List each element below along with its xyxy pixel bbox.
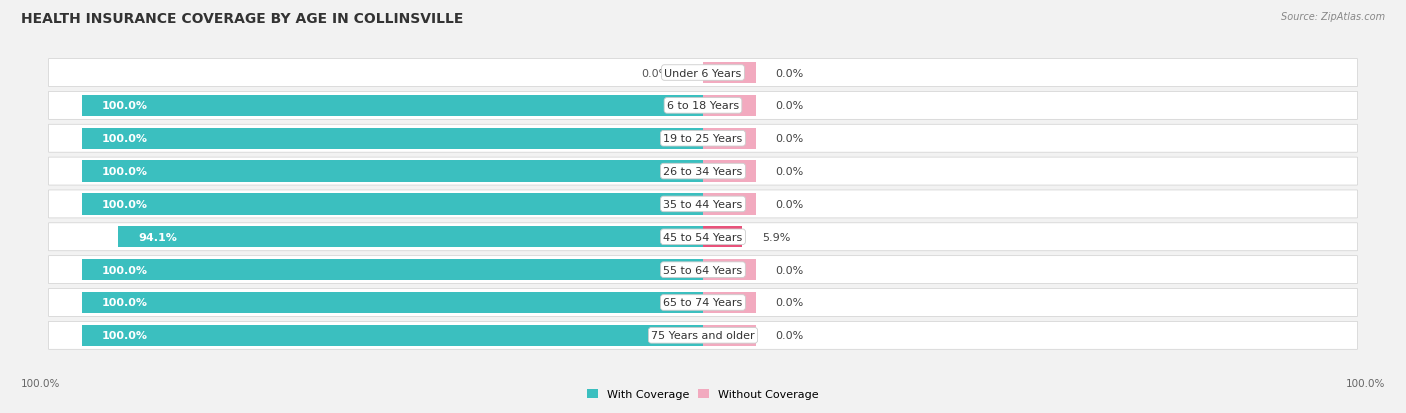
- Text: 100.0%: 100.0%: [101, 199, 148, 209]
- Bar: [703, 292, 756, 313]
- Text: 35 to 44 Years: 35 to 44 Years: [664, 199, 742, 209]
- Text: Under 6 Years: Under 6 Years: [665, 69, 741, 78]
- FancyBboxPatch shape: [49, 289, 1357, 317]
- Text: 26 to 34 Years: 26 to 34 Years: [664, 167, 742, 177]
- Text: 65 to 74 Years: 65 to 74 Years: [664, 298, 742, 308]
- FancyBboxPatch shape: [49, 190, 1357, 218]
- Bar: [703, 325, 756, 346]
- Text: 45 to 54 Years: 45 to 54 Years: [664, 232, 742, 242]
- Text: 100.0%: 100.0%: [101, 134, 148, 144]
- Bar: [82, 292, 703, 313]
- FancyBboxPatch shape: [49, 223, 1357, 251]
- Bar: [82, 128, 703, 150]
- Bar: [82, 161, 703, 182]
- FancyBboxPatch shape: [49, 322, 1357, 349]
- Text: 100.0%: 100.0%: [101, 330, 148, 340]
- Bar: [82, 259, 703, 280]
- Text: HEALTH INSURANCE COVERAGE BY AGE IN COLLINSVILLE: HEALTH INSURANCE COVERAGE BY AGE IN COLL…: [21, 12, 464, 26]
- Text: 75 Years and older: 75 Years and older: [651, 330, 755, 340]
- Text: 100.0%: 100.0%: [101, 101, 148, 111]
- Legend: With Coverage, Without Coverage: With Coverage, Without Coverage: [582, 385, 824, 404]
- Bar: [703, 227, 742, 248]
- FancyBboxPatch shape: [49, 158, 1357, 185]
- FancyBboxPatch shape: [49, 256, 1357, 284]
- Bar: [703, 161, 756, 182]
- Text: 0.0%: 0.0%: [776, 167, 804, 177]
- Text: 0.0%: 0.0%: [776, 199, 804, 209]
- Text: 100.0%: 100.0%: [101, 167, 148, 177]
- Bar: [703, 95, 756, 117]
- Text: 100.0%: 100.0%: [101, 298, 148, 308]
- Text: 19 to 25 Years: 19 to 25 Years: [664, 134, 742, 144]
- FancyBboxPatch shape: [49, 92, 1357, 120]
- Text: 55 to 64 Years: 55 to 64 Years: [664, 265, 742, 275]
- Bar: [118, 227, 703, 248]
- FancyBboxPatch shape: [49, 59, 1357, 87]
- Bar: [703, 63, 756, 84]
- Bar: [82, 194, 703, 215]
- Text: 94.1%: 94.1%: [138, 232, 177, 242]
- Bar: [703, 128, 756, 150]
- Text: 100.0%: 100.0%: [101, 265, 148, 275]
- FancyBboxPatch shape: [49, 125, 1357, 153]
- Bar: [703, 194, 756, 215]
- Text: 0.0%: 0.0%: [776, 101, 804, 111]
- Bar: [82, 325, 703, 346]
- Text: 5.9%: 5.9%: [762, 232, 790, 242]
- Text: 0.0%: 0.0%: [776, 330, 804, 340]
- Text: 0.0%: 0.0%: [776, 69, 804, 78]
- Bar: [82, 95, 703, 117]
- Text: 100.0%: 100.0%: [21, 378, 60, 388]
- Bar: [703, 259, 756, 280]
- Text: 0.0%: 0.0%: [776, 134, 804, 144]
- Text: 6 to 18 Years: 6 to 18 Years: [666, 101, 740, 111]
- Text: 100.0%: 100.0%: [1346, 378, 1385, 388]
- Text: 0.0%: 0.0%: [776, 298, 804, 308]
- Text: Source: ZipAtlas.com: Source: ZipAtlas.com: [1281, 12, 1385, 22]
- Text: 0.0%: 0.0%: [776, 265, 804, 275]
- Text: 0.0%: 0.0%: [641, 69, 669, 78]
